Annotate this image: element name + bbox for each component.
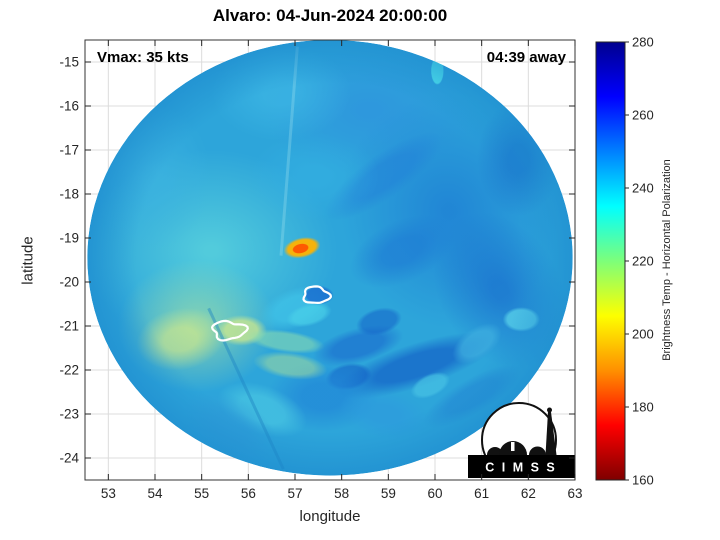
logo-band (468, 455, 575, 478)
logo-tower-top (547, 407, 552, 413)
x-tick-label: 53 (101, 486, 116, 501)
plot-title: Alvaro: 04-Jun-2024 20:00:00 (212, 6, 448, 25)
x-tick-label: 55 (194, 486, 209, 501)
y-axis-label: latitude (19, 236, 37, 285)
colorbar-tick-label: 260 (632, 108, 654, 123)
x-tick-label: 61 (474, 486, 489, 501)
colorbar-tick-label: 180 (632, 400, 654, 415)
time-away-annotation: 04:39 away (486, 49, 566, 66)
axes-box (84, 39, 576, 481)
x-tick-label: 60 (427, 486, 442, 501)
colorbar: 160 180 200 220 240 260 280 (595, 35, 654, 488)
x-axis-label: longitude (299, 508, 361, 525)
y-tick-label: -17 (59, 143, 79, 158)
colorbar-tick-label: 200 (632, 327, 654, 342)
cimss-logo: C I M S S (468, 402, 575, 478)
y-tick-label: -21 (59, 319, 79, 334)
swath-rim (87, 39, 573, 476)
colorbar-gradient (595, 41, 626, 481)
logo-dome-right-icon (529, 446, 546, 455)
y-tick-label: -23 (59, 407, 79, 422)
logo-tower-icon (545, 412, 557, 455)
logo-dome-slit (511, 442, 515, 451)
axes: 53 54 55 56 57 58 59 60 61 62 63 -15 -16 -17 -18 -19 -20… (59, 39, 583, 501)
x-tick-label: 56 (241, 486, 256, 501)
y-tick-label: -19 (59, 231, 79, 246)
x-tick-label: 59 (381, 486, 396, 501)
y-tick-label: -18 (59, 187, 79, 202)
colorbar-tick-label: 280 (632, 35, 654, 50)
colorbar-label: Brightness Temp - Horizontal Polarizatio… (661, 159, 673, 361)
y-tick-label: -22 (59, 363, 79, 378)
y-tick-label: -16 (59, 99, 79, 114)
y-tick-label: -20 (59, 275, 79, 290)
contours (211, 285, 332, 342)
x-tick-label: 54 (147, 486, 163, 501)
white-contour (302, 285, 332, 304)
vmax-annotation: Vmax: 35 kts (97, 49, 189, 66)
white-contour (211, 319, 249, 342)
y-tick-label: -15 (59, 55, 79, 70)
colorbar-tick-label: 240 (632, 181, 654, 196)
logo-dome-left-icon (487, 447, 503, 455)
colorbar-tick-label: 160 (632, 473, 654, 488)
x-tick-label: 62 (521, 486, 536, 501)
colorbar-tick-label: 220 (632, 254, 654, 269)
swath-image (87, 39, 573, 476)
x-tick-label: 58 (334, 486, 349, 501)
x-tick-label: 57 (287, 486, 302, 501)
cimss-logo-text: C I M S S (485, 461, 556, 475)
y-tick-label: -24 (59, 451, 79, 466)
x-tick-label: 63 (567, 486, 582, 501)
